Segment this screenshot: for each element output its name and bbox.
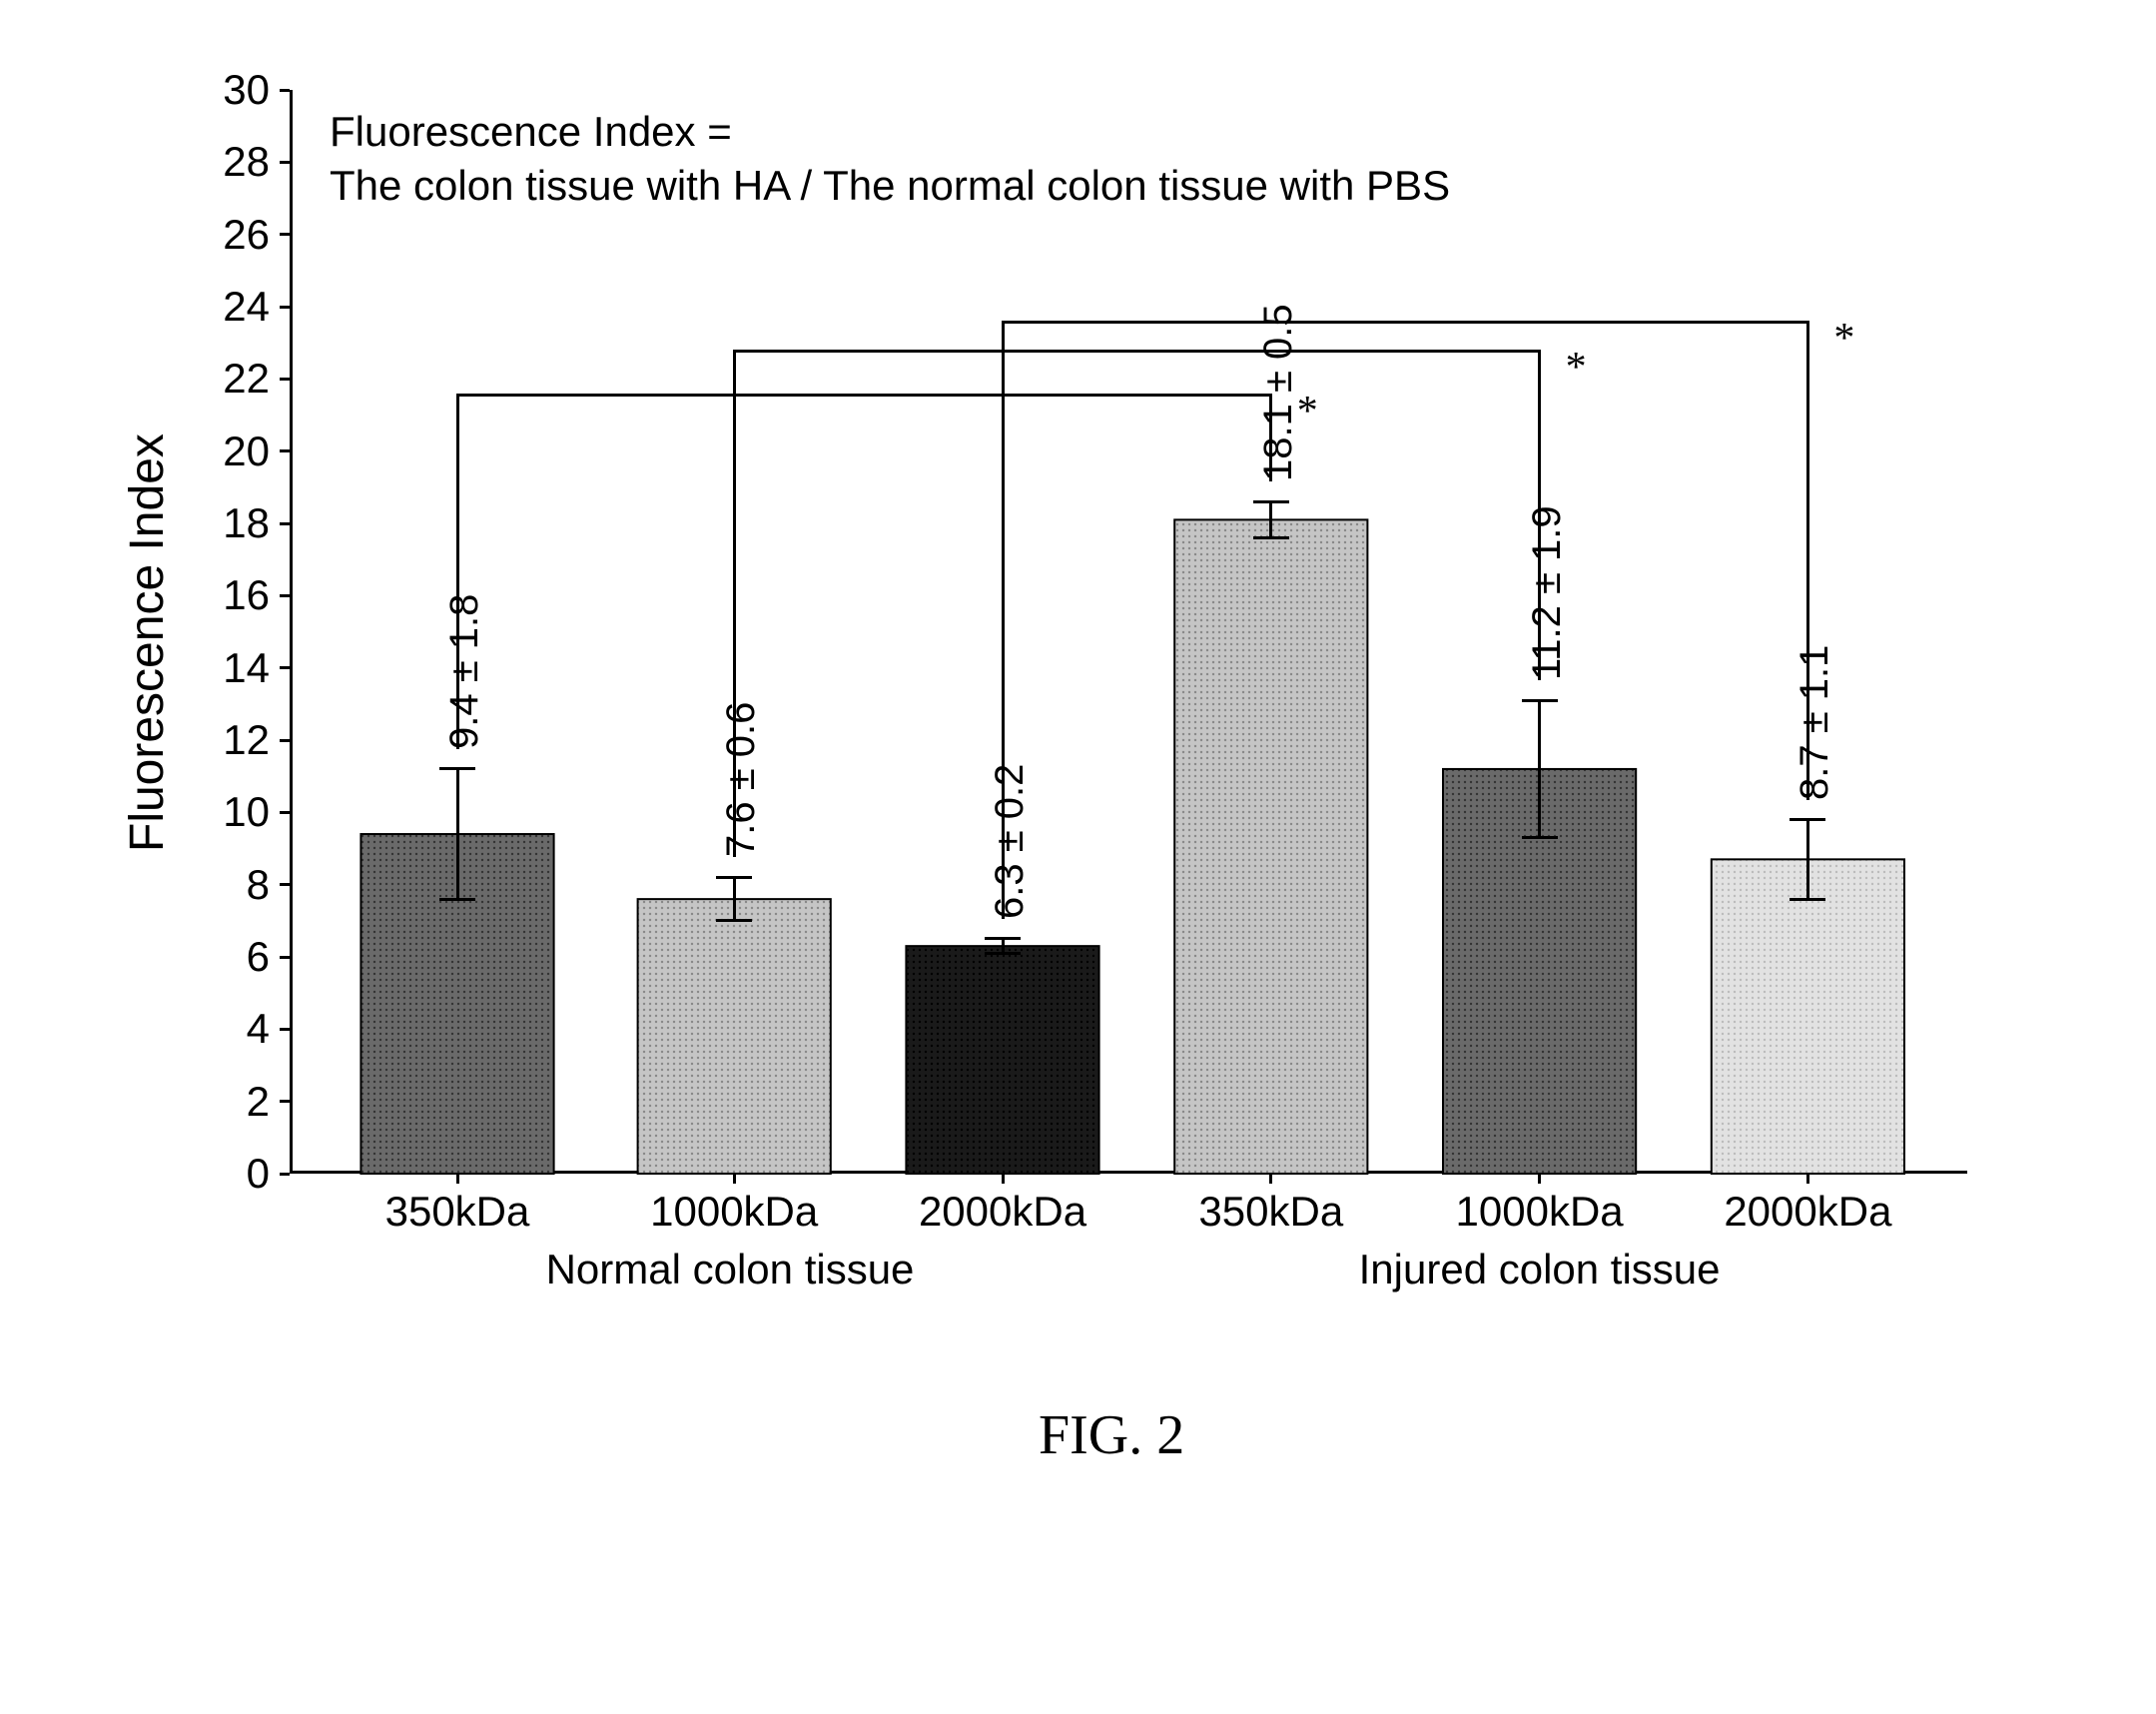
error-bar-line [733,877,736,920]
ytick-label: 30 [200,66,270,114]
error-bar-cap [1253,500,1289,503]
figure-caption: FIG. 2 [1039,1403,1184,1467]
xtick [1538,1174,1541,1184]
bar-value-label: 9.4 ± 1.8 [442,594,487,749]
ytick [280,1100,290,1103]
ytick-label: 6 [200,933,270,981]
xtick-label: 2000kDa [1698,1188,1917,1236]
error-bar-cap [439,898,475,901]
xtick [1806,1174,1809,1184]
xtick [1002,1174,1005,1184]
ytick [280,378,290,381]
xtick-label: 1000kDa [1430,1188,1650,1236]
ytick-label: 24 [200,283,270,331]
ytick-label: 10 [200,788,270,836]
significance-star: * [1566,344,1587,392]
ytick-label: 18 [200,499,270,547]
error-bar-cap [716,919,752,922]
ytick-label: 2 [200,1078,270,1126]
xtick [733,1174,736,1184]
ytick [280,1173,290,1176]
y-axis-label: Fluorescence Index [120,433,175,852]
significance-star: * [1833,315,1854,363]
ytick-label: 20 [200,428,270,475]
ytick [280,666,290,669]
ytick-label: 22 [200,355,270,403]
bar-value-label: 6.3 ± 0.2 [988,764,1033,919]
xtick-label: 350kDa [348,1188,567,1236]
ytick [280,89,290,92]
significance-line [734,350,1539,353]
error-bar-cap [1790,898,1825,901]
ytick [280,811,290,814]
ytick-label: 26 [200,211,270,259]
xtick-label: 2000kDa [893,1188,1112,1236]
significance-line [456,394,459,749]
ytick [280,306,290,309]
figure: 024681012141618202224262830 350kDa1000kD… [0,0,2156,1714]
error-bar-cap [1790,818,1825,821]
ytick-label: 8 [200,861,270,909]
ytick [280,449,290,452]
error-bar-line [1538,700,1541,837]
error-bar-cap [1253,536,1289,539]
error-bar-cap [1522,836,1558,839]
error-bar-cap [985,952,1021,955]
error-bar-cap [985,937,1021,940]
ytick [280,161,290,164]
significance-line [457,394,1271,397]
bar-value-label: 11.2 ± 1.9 [1525,506,1570,681]
significance-star: * [1297,388,1318,435]
plot-area [290,90,1967,1174]
ytick [280,739,290,742]
error-bar-cap [716,876,752,879]
ytick-label: 12 [200,716,270,764]
ytick-label: 4 [200,1005,270,1053]
annotation-line1: Fluorescence Index = [330,108,732,156]
annotation-line2: The colon tissue with HA / The normal co… [330,162,1450,210]
group-label-normal: Normal colon tissue [470,1246,990,1293]
bar-value-label: 7.6 ± 0.6 [719,702,764,857]
ytick-label: 0 [200,1150,270,1198]
ytick [280,956,290,959]
xtick [1269,1174,1272,1184]
error-bar-line [1806,820,1809,900]
ytick-label: 28 [200,138,270,186]
significance-line [1538,350,1541,680]
ytick [280,233,290,236]
xtick [456,1174,459,1184]
ytick [280,883,290,886]
ytick-label: 14 [200,644,270,692]
error-bar-line [1269,501,1272,537]
ytick-label: 16 [200,571,270,619]
significance-line [1003,321,1807,324]
error-bar-line [456,769,459,899]
significance-line [733,350,736,857]
bar-value-label: 8.7 ± 1.1 [1793,644,1837,799]
significance-line [1002,321,1005,918]
ytick [280,1028,290,1031]
error-bar-cap [1522,699,1558,702]
group-label-injured: Injured colon tissue [1280,1246,1799,1293]
ytick [280,594,290,597]
xtick-label: 350kDa [1161,1188,1381,1236]
xtick-label: 1000kDa [624,1188,844,1236]
error-bar-cap [439,767,475,770]
significance-line [1806,321,1809,799]
significance-line [1269,394,1272,482]
ytick [280,522,290,525]
